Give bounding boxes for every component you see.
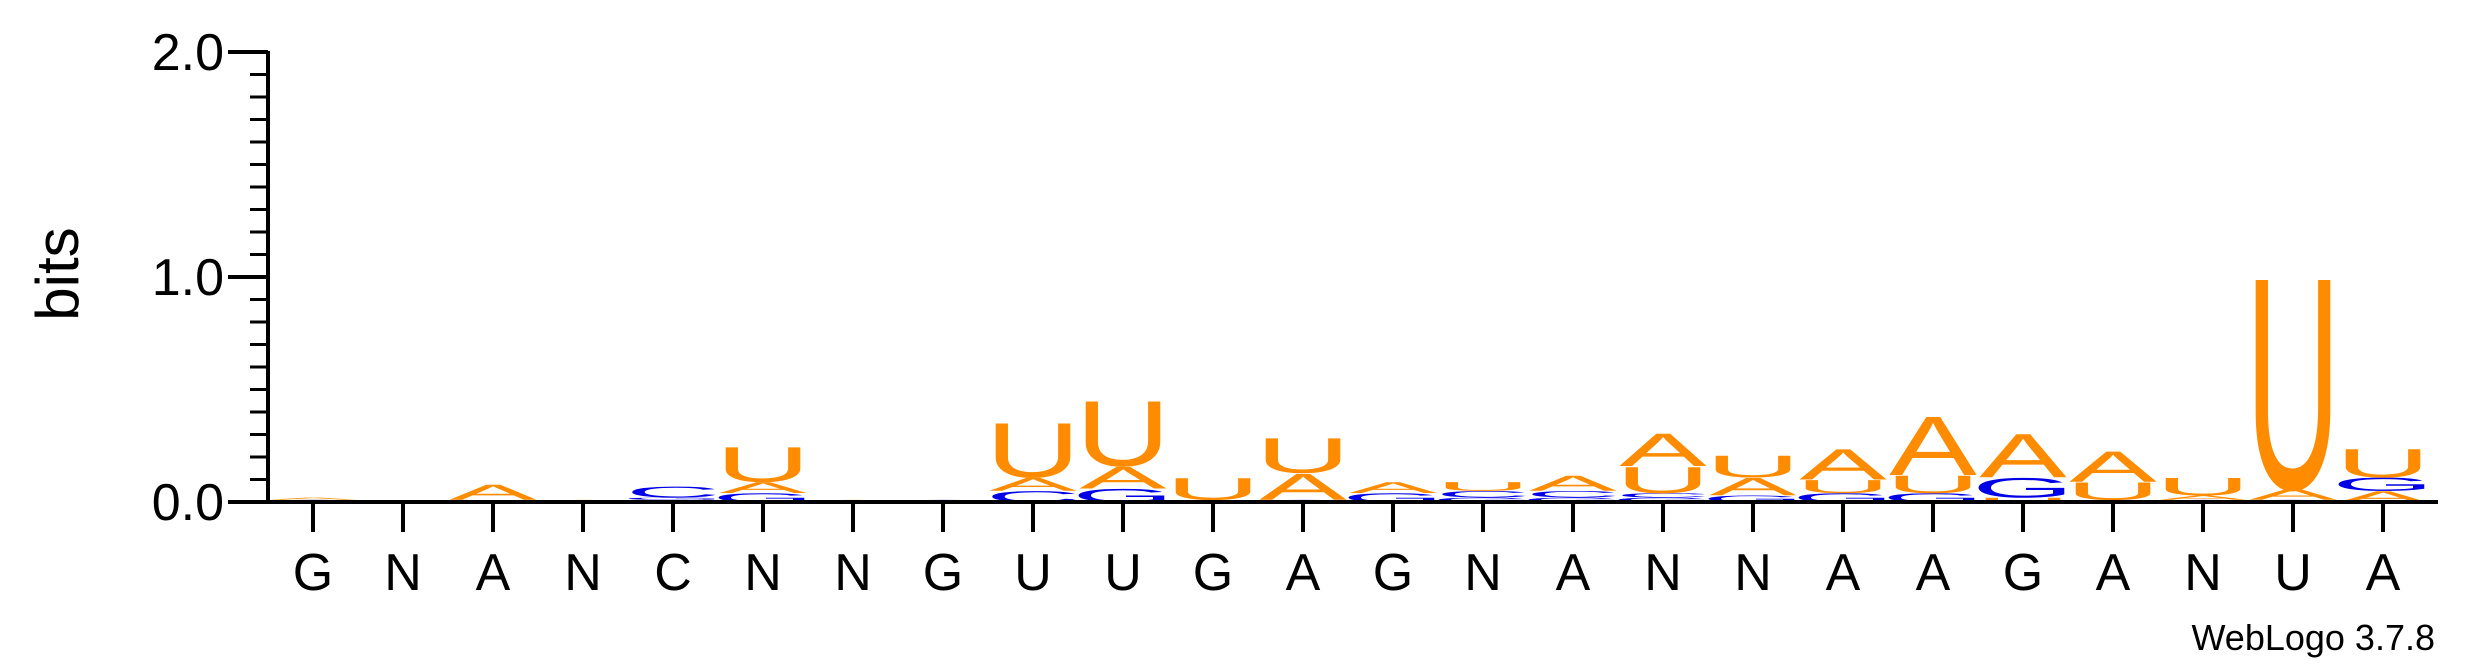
logo-letter-A: A bbox=[719, 479, 807, 497]
logo-letter-G: G bbox=[1522, 496, 1624, 503]
x-tick-label: A bbox=[1826, 544, 1861, 602]
x-tick-label: A bbox=[2096, 544, 2131, 602]
logo-letter-U: U bbox=[1706, 449, 1801, 484]
logo-letter-U: U bbox=[716, 437, 811, 493]
logo-column: GUA bbox=[1792, 440, 1894, 505]
logo-letter-G: G bbox=[1972, 472, 2074, 503]
logo-letter-A: A bbox=[2069, 442, 2158, 491]
y-axis-label: bits bbox=[24, 227, 91, 320]
logo-letter-A: A bbox=[1529, 471, 1617, 495]
logo-letter-G: G bbox=[1432, 496, 1534, 503]
logo-letter-C: C bbox=[1526, 489, 1621, 499]
logo-column: CAU bbox=[986, 406, 1081, 505]
logo-letter-A: A bbox=[1799, 440, 1888, 489]
logo-letter-A: A bbox=[2249, 486, 2337, 504]
logo-letter-G: G bbox=[1612, 496, 1714, 503]
x-tick-label: N bbox=[834, 544, 872, 602]
x-tick-label: A bbox=[1556, 544, 1591, 602]
x-tick-label: N bbox=[564, 544, 602, 602]
weblogo-credit: WebLogo 3.7.8 bbox=[2191, 617, 2435, 658]
x-tick-label: G bbox=[923, 544, 963, 602]
logo-letter-U: U bbox=[2156, 473, 2251, 501]
x-tick-label: N bbox=[2184, 544, 2222, 602]
logo-letter-U: U bbox=[2336, 440, 2431, 486]
x-tick-label: N bbox=[1464, 544, 1502, 602]
logo-letter-A: A bbox=[1709, 473, 1797, 501]
logo-column: UGC bbox=[622, 483, 724, 502]
x-tick-label: A bbox=[1286, 544, 1321, 602]
x-tick-label: N bbox=[384, 544, 422, 602]
x-tick-label: U bbox=[1014, 544, 1052, 602]
logo-letter-A: A bbox=[1619, 424, 1707, 476]
logo-letter-A: A bbox=[1979, 421, 2067, 491]
logo-column: GAU bbox=[2152, 473, 2254, 503]
logo-letter-G: G bbox=[622, 497, 724, 500]
logo-column: UGA bbox=[1972, 421, 2074, 504]
logo-letter-A: A bbox=[269, 497, 357, 500]
logo-letter-U: U bbox=[986, 406, 1081, 493]
x-tick-label: A bbox=[2366, 544, 2401, 602]
logo-column: GAU bbox=[712, 437, 814, 505]
logo-column: GUA bbox=[1882, 399, 1984, 504]
x-tick-label: G bbox=[2003, 544, 2043, 602]
logo-letter-A: A bbox=[2159, 494, 2247, 501]
logo-column: GUA bbox=[2062, 442, 2164, 505]
logo-letter-G: G bbox=[1702, 494, 1804, 504]
logo-column: GCA bbox=[1522, 471, 1624, 503]
y-tick-label: 1.0 bbox=[152, 249, 224, 307]
x-tick-label: U bbox=[2274, 544, 2312, 602]
x-tick-label: A bbox=[476, 544, 511, 602]
y-axis: 0.0 1.0 2.0 bbox=[152, 24, 270, 532]
y-tick-label: 0.0 bbox=[152, 474, 224, 532]
logo-column: GCU bbox=[1432, 479, 1534, 503]
logo-column: AGU bbox=[2332, 440, 2434, 505]
x-tick-label: G bbox=[1373, 544, 1413, 602]
logo-letter-C: C bbox=[1436, 489, 1531, 499]
logo-letter-C: C bbox=[1616, 492, 1711, 499]
x-tick-label: U bbox=[1104, 544, 1142, 602]
logo-column: GAU bbox=[1252, 428, 1354, 508]
logo-letter-U: U bbox=[1976, 496, 2071, 503]
x-tick-label: C bbox=[654, 544, 692, 602]
logo-letter-U: U bbox=[1256, 428, 1351, 484]
y-tick-label: 2.0 bbox=[152, 24, 224, 82]
logo-letter-A: A bbox=[1079, 461, 1167, 496]
logo-column: GAU bbox=[1072, 382, 1174, 506]
logo-column: GAU bbox=[1702, 449, 1804, 504]
logo-letter-U: U bbox=[1076, 382, 1171, 486]
logo-letter-A: A bbox=[989, 474, 1077, 495]
logo-letter-U: U bbox=[1436, 479, 1531, 493]
logo-letter-C: C bbox=[626, 483, 721, 501]
x-tick-label: N bbox=[1734, 544, 1772, 602]
logo-letter-U: U bbox=[1616, 460, 1711, 502]
x-tick-label: N bbox=[1644, 544, 1682, 602]
x-tick-label: G bbox=[293, 544, 333, 602]
logo-letter-A: A bbox=[1889, 399, 1977, 493]
logo-letter-U: U bbox=[2246, 215, 2341, 554]
logo-letter-A: A bbox=[1349, 479, 1437, 497]
x-tick-label: N bbox=[744, 544, 782, 602]
x-tick-label: G bbox=[1193, 544, 1233, 602]
logo-column: GAU bbox=[2242, 215, 2344, 554]
x-tick-label: A bbox=[1916, 544, 1951, 602]
logo-letter-U: U bbox=[1796, 476, 1891, 497]
logo-letter-G: G bbox=[2332, 474, 2434, 495]
logo-letter-U: U bbox=[1886, 471, 1981, 499]
